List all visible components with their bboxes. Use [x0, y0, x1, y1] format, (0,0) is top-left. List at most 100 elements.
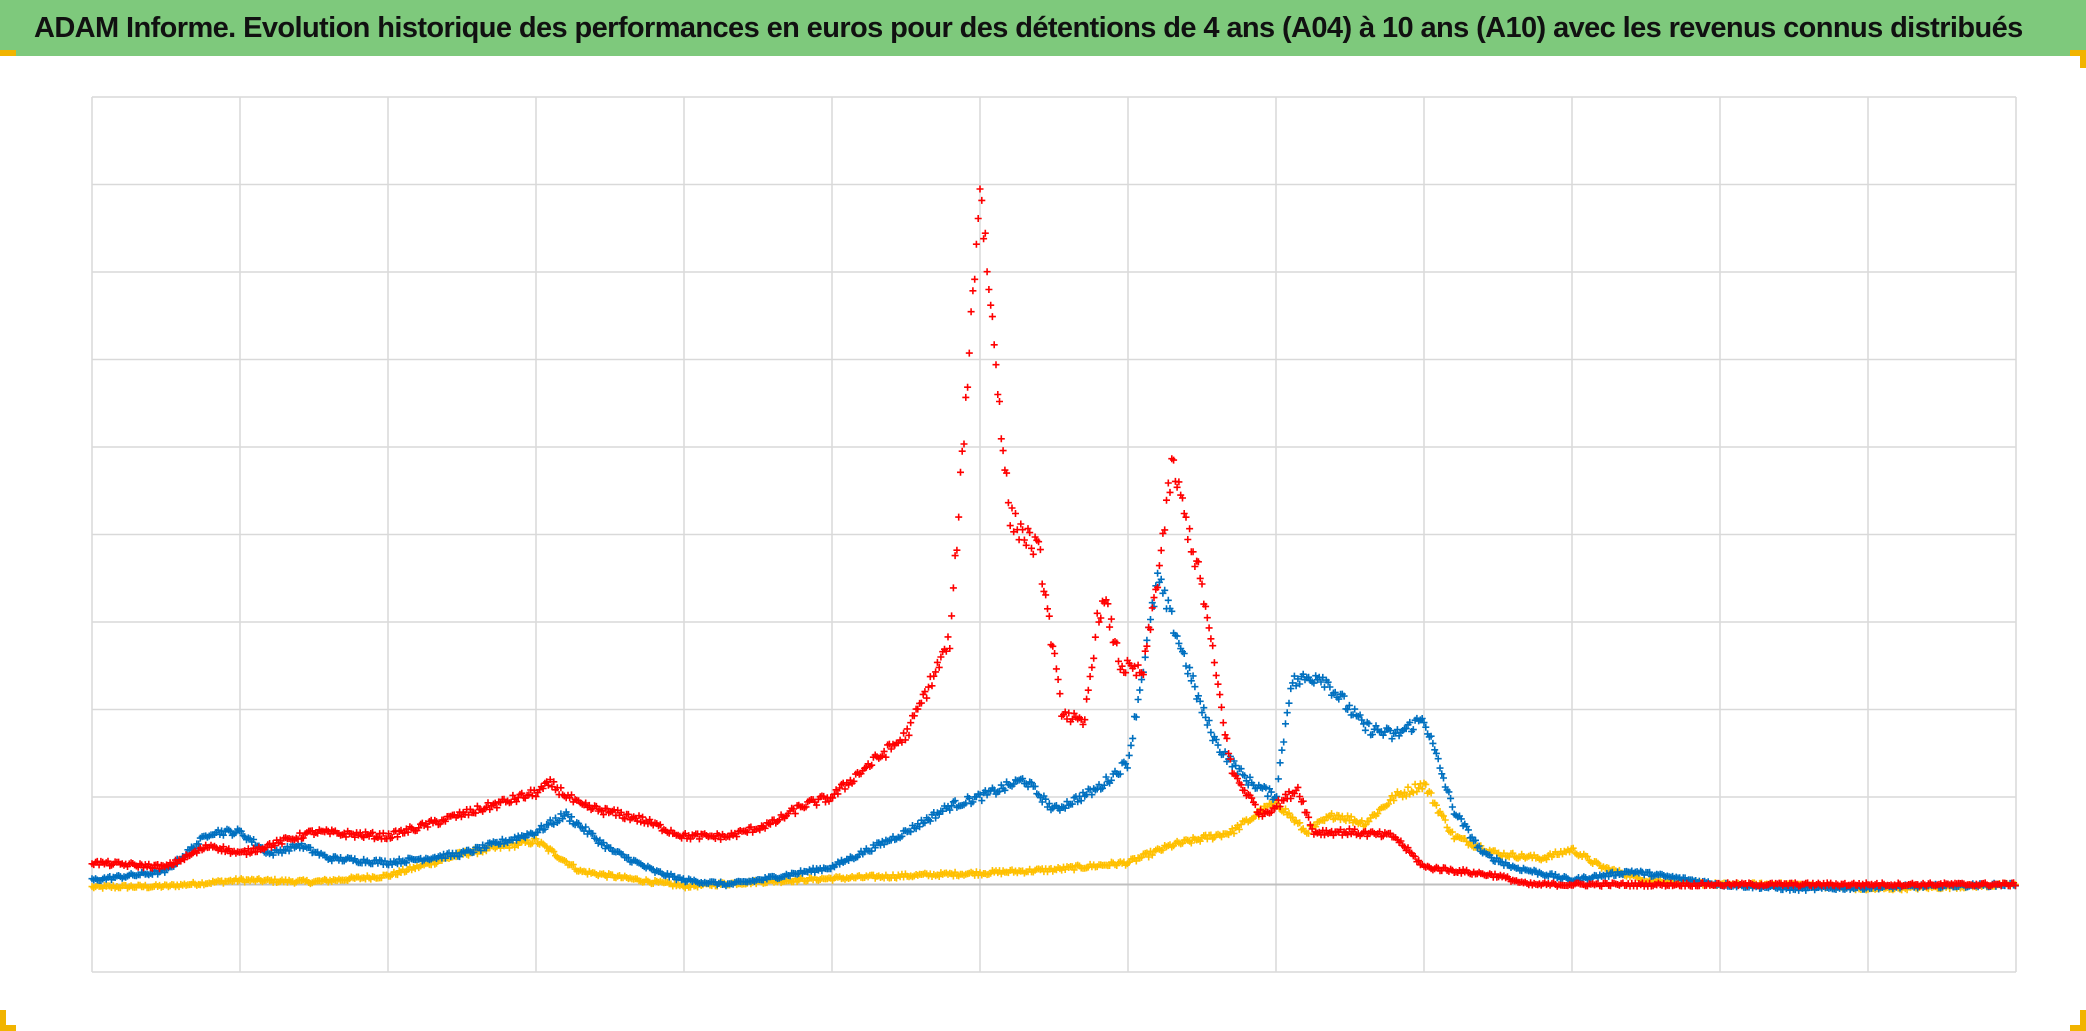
- data-point: [766, 820, 774, 828]
- data-point: [1225, 750, 1233, 757]
- data-point: [374, 834, 382, 841]
- data-point: [969, 287, 977, 295]
- data-point: [582, 799, 590, 807]
- data-point: [1163, 496, 1170, 504]
- data-point: [996, 398, 1003, 405]
- data-point: [1191, 563, 1199, 570]
- data-point: [999, 447, 1007, 455]
- data-point: [1365, 720, 1373, 728]
- data-point: [962, 393, 970, 401]
- data-point: [1303, 809, 1311, 817]
- data-point: [1212, 736, 1220, 744]
- data-point: [1184, 670, 1192, 678]
- data-point: [1161, 526, 1169, 534]
- data-point: [1157, 575, 1165, 583]
- data-point: [1136, 686, 1144, 694]
- data-point: [1296, 680, 1304, 688]
- data-point: [568, 813, 575, 821]
- data-point: [1145, 853, 1153, 861]
- data-point: [1044, 605, 1051, 613]
- data-point: [1422, 723, 1430, 731]
- data-point: [887, 745, 895, 753]
- data-point: [1351, 825, 1359, 833]
- data-point: [170, 861, 178, 869]
- data-point: [946, 645, 954, 652]
- data-point: [1214, 741, 1222, 749]
- data-point: [1173, 483, 1181, 491]
- data-point: [1063, 798, 1071, 806]
- data-point: [841, 785, 849, 793]
- corner-mark-top-right: [2070, 50, 2086, 56]
- data-point: [1012, 510, 1019, 517]
- data-point: [537, 822, 545, 830]
- data-point: [1207, 635, 1215, 643]
- data-point: [928, 682, 936, 690]
- data-point: [1051, 650, 1059, 657]
- data-point: [1150, 594, 1158, 602]
- data-point: [550, 778, 558, 786]
- data-point: [200, 845, 208, 853]
- data-point: [1148, 851, 1156, 859]
- data-point: [1411, 853, 1419, 860]
- data-point: [1139, 671, 1147, 679]
- data-point: [633, 817, 641, 825]
- data-point: [981, 229, 989, 237]
- data-point: [1187, 839, 1195, 847]
- data-point: [1003, 469, 1011, 477]
- data-point: [1056, 690, 1064, 698]
- data-point: [1276, 759, 1284, 767]
- data-point: [1432, 749, 1440, 757]
- data-point: [1228, 825, 1236, 833]
- data-point: [308, 827, 316, 835]
- data-point: [1157, 546, 1165, 554]
- data-point: [1086, 673, 1094, 680]
- data-point: [470, 848, 478, 856]
- data-point: [1093, 609, 1101, 617]
- data-point: [1340, 692, 1348, 700]
- data-point: [1372, 722, 1380, 730]
- data-point: [761, 824, 769, 832]
- data-point: [1397, 837, 1405, 845]
- data-point: [1106, 623, 1114, 631]
- data-point: [1234, 822, 1241, 829]
- data-point: [1230, 829, 1238, 837]
- data-point: [1401, 788, 1408, 796]
- data-point: [598, 807, 606, 815]
- data-point: [1409, 789, 1417, 797]
- data-point: [1054, 676, 1062, 683]
- data-point: [1079, 789, 1087, 797]
- data-point: [923, 694, 931, 702]
- data-point: [1179, 494, 1186, 502]
- data-point: [937, 653, 945, 661]
- data-point: [1404, 844, 1412, 852]
- data-point: [1216, 691, 1224, 699]
- data-point: [1214, 680, 1222, 688]
- data-point: [1374, 810, 1382, 818]
- data-point: [1143, 849, 1151, 857]
- data-point: [518, 789, 526, 797]
- data-point: [983, 268, 991, 276]
- data-point: [582, 823, 590, 831]
- data-point: [575, 819, 583, 827]
- data-point: [811, 868, 819, 876]
- data-point: [1267, 788, 1275, 796]
- data-point: [436, 820, 444, 828]
- data-point: [971, 275, 979, 283]
- data-point: [195, 840, 203, 848]
- data-point: [1235, 825, 1243, 833]
- data-point: [1457, 815, 1465, 823]
- data-point: [328, 857, 336, 865]
- data-point: [1200, 704, 1208, 712]
- data-point: [441, 854, 449, 862]
- data-point: [1543, 855, 1550, 863]
- data-point: [1264, 792, 1272, 800]
- data-point: [948, 612, 956, 620]
- data-point: [972, 240, 980, 248]
- data-point: [1317, 678, 1325, 686]
- data-point: [1276, 803, 1284, 811]
- series-layer: [88, 185, 2019, 894]
- data-point: [1404, 783, 1412, 791]
- data-point: [415, 824, 423, 832]
- data-point: [1202, 602, 1210, 610]
- data-point: [1196, 697, 1204, 705]
